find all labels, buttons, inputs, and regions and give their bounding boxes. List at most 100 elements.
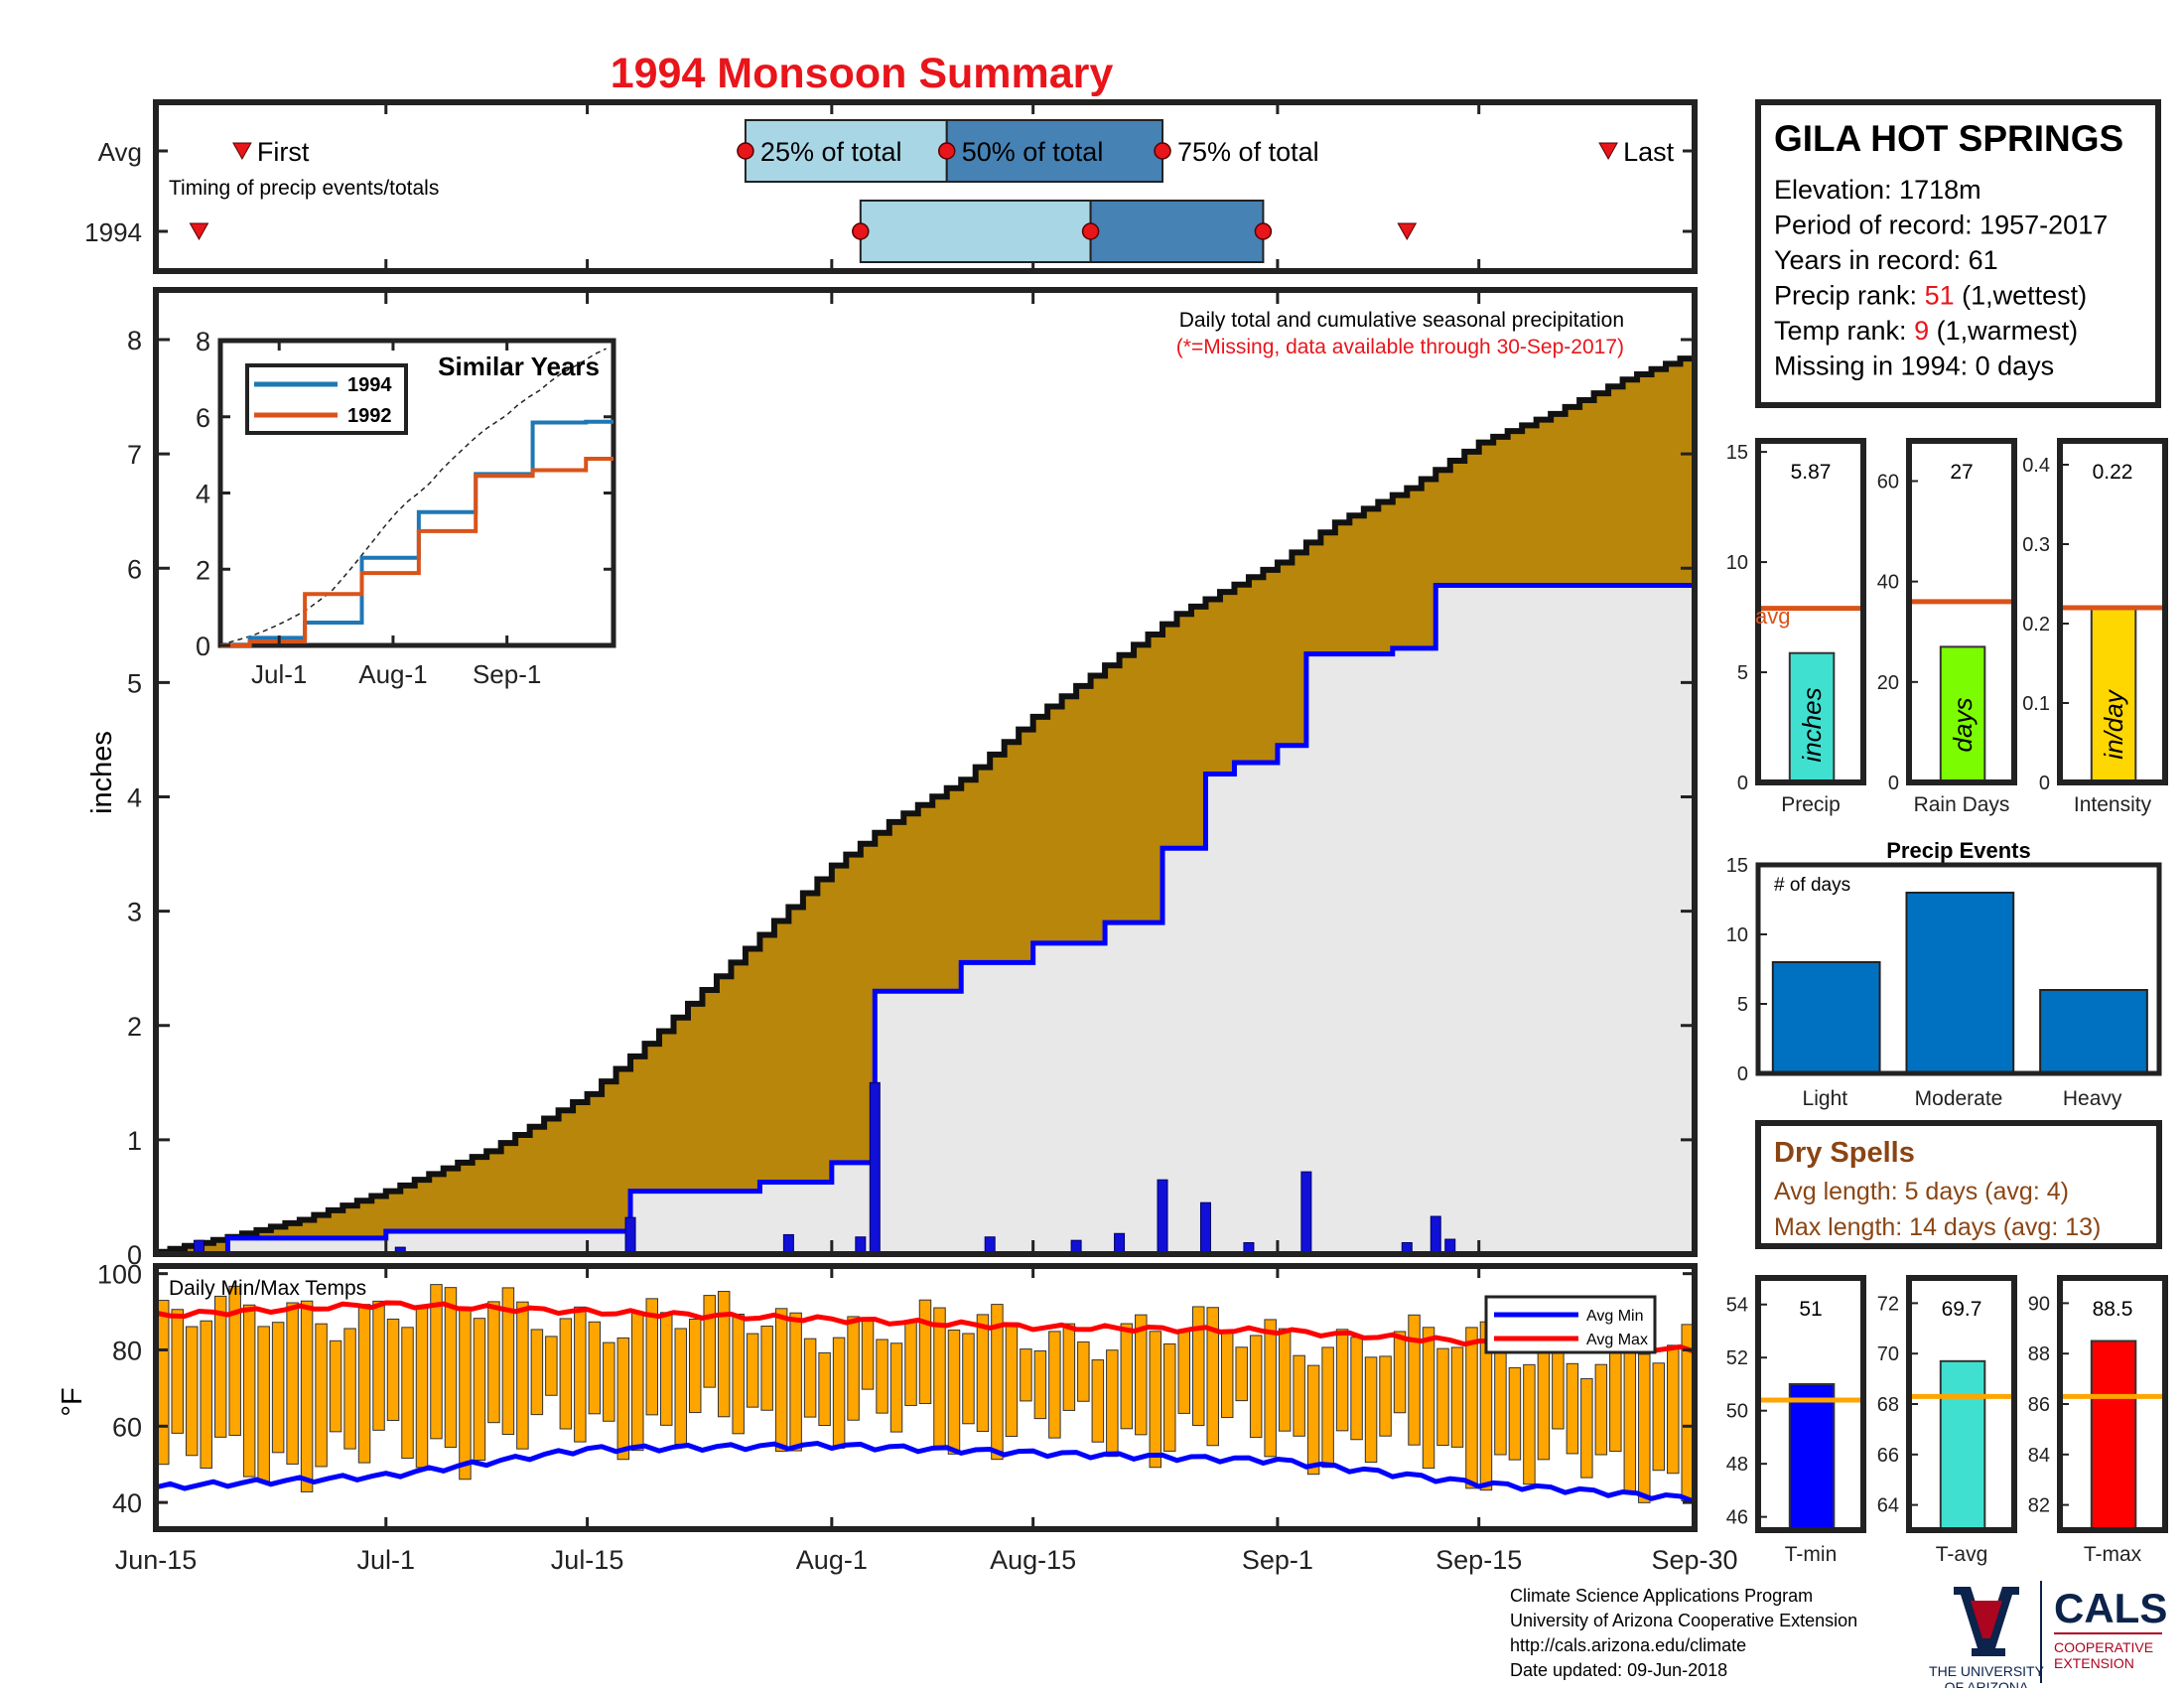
stat-tick-label: 82 (2028, 1495, 2050, 1517)
daily-temp-bar (1206, 1307, 1219, 1447)
daily-temp-bar (1393, 1331, 1407, 1414)
stat-tick-label: 60 (1877, 471, 1899, 493)
stat-tick-label: 40 (1877, 572, 1899, 594)
events-tick-label: 5 (1737, 994, 1748, 1016)
daily-temp-bar (386, 1318, 400, 1421)
daily-precip-bar (1430, 1215, 1441, 1255)
precip-events-chart: Precip Events Light Moderate Heavy 0 5 10 15 # o… (1726, 838, 2162, 1110)
cals-logo-line1: COOPERATIVE (2054, 1639, 2153, 1655)
stat-bar (2090, 607, 2137, 783)
stat-frame (1755, 438, 1866, 785)
station-rank-line: Temp rank: 9 (1,warmest) (1774, 316, 2078, 346)
inset-y-tick-label: 0 (196, 632, 210, 661)
daily-temp-bar (717, 1291, 731, 1418)
stat-value: 51 (1799, 1298, 1822, 1321)
year-q50-q75-box (1089, 200, 1265, 263)
station-line: Elevation: 1718m (1774, 175, 1981, 205)
temp-y-axis-label: °F (57, 1387, 88, 1416)
stat-tick-label: 48 (1726, 1454, 1748, 1476)
temp-y-tick-label: 60 (112, 1412, 142, 1442)
avg-q25-label: 25% of total (760, 137, 902, 167)
daily-temp-bar (459, 1309, 472, 1481)
y-axis-label: inches (86, 731, 118, 814)
daily-temp-bar (1120, 1323, 1134, 1430)
daily-temp-bar (242, 1304, 256, 1478)
stat-tick-label: 46 (1726, 1507, 1748, 1529)
daily-temp-bar (501, 1287, 515, 1436)
stat-name: T-avg (1936, 1543, 1988, 1566)
stat-tick-label: 70 (1877, 1343, 1899, 1365)
stat-name: Precip (1781, 793, 1841, 816)
stat-bar (1939, 1359, 1986, 1531)
stat-tick-label: 0.4 (2022, 455, 2050, 477)
stat-tick-label: 0 (1888, 773, 1899, 794)
daily-temp-bar (603, 1341, 615, 1422)
footer-line: http://cals.arizona.edu/climate (1510, 1635, 1746, 1655)
daily-temp-bar (1623, 1335, 1637, 1494)
stat-value: 5.87 (1791, 461, 1832, 484)
daily-temp-bar (1077, 1340, 1090, 1402)
dry-spells-title: Dry Spells (1774, 1137, 1915, 1169)
temp-legend-label: Avg Max (1586, 1332, 1648, 1348)
dry-spells-frame (1755, 1120, 2162, 1249)
daily-temp-bar (271, 1322, 285, 1454)
inset-y-tick-label: 6 (196, 403, 210, 433)
avg-q50-q75-box (945, 119, 1164, 183)
daily-temp-bar (444, 1287, 458, 1448)
rank-prefix: Precip rank: (1774, 281, 1925, 311)
footer: Climate Science Applications Program Univ… (1510, 1586, 1857, 1680)
events-tick-label: 15 (1726, 855, 1748, 877)
footer-line: University of Arizona Cooperative Extens… (1510, 1611, 1857, 1630)
daily-temp-bar (1220, 1331, 1234, 1419)
daily-temp-bar (991, 1304, 1004, 1461)
daily-temp-bar (876, 1339, 888, 1414)
stat-tick-label: 0.1 (2022, 693, 2050, 715)
stat-bar (2090, 1340, 2137, 1531)
inset-x-tick-label: Aug-1 (358, 659, 427, 689)
avg-q25-q50-box (744, 119, 948, 183)
year-q25-q50-box (859, 200, 1092, 263)
stat-unit: in/day (2099, 688, 2128, 759)
daily-temp-bar (1667, 1344, 1680, 1475)
y-tick-label: 4 (127, 783, 142, 813)
events-tick-label: 0 (1737, 1063, 1748, 1085)
daily-temp-bar (1537, 1344, 1551, 1461)
temp-chart-label: Daily Min/Max Temps (169, 1277, 366, 1300)
avg-q50-marker (937, 142, 956, 160)
ua-a-logo-outer (1954, 1587, 2019, 1656)
daily-temp-bar (559, 1318, 573, 1430)
stat-tick-label: 66 (1877, 1445, 1899, 1467)
stat-frame (1755, 1275, 1866, 1533)
daily-temp-bar (1422, 1327, 1435, 1470)
stat-tick-label: 52 (1726, 1347, 1748, 1369)
daily-temp-bar (430, 1284, 443, 1440)
daily-temp-bar (1235, 1346, 1248, 1402)
daily-temp-bar (631, 1311, 644, 1452)
daily-temp-bar (315, 1323, 328, 1468)
daily-temp-bar (1249, 1335, 1263, 1439)
rank-value: 51 (1925, 281, 1955, 311)
y-tick-label: 2 (127, 1012, 142, 1042)
daily-temp-bar (1191, 1306, 1205, 1426)
ua-logo-line1: THE UNIVERSITY (1929, 1663, 2045, 1679)
daily-temp-bar (818, 1351, 831, 1427)
stat-name: Rain Days (1914, 793, 2010, 816)
avg-q25-marker (737, 142, 754, 160)
daily-temp-bar (904, 1320, 917, 1406)
temp-legend-label: Avg Min (1586, 1308, 1644, 1325)
station-rank-line: Precip rank: 51 (1,wettest) (1774, 281, 2087, 311)
daily-precip-bar (624, 1216, 636, 1255)
inset-legend-label: 1992 (347, 405, 392, 427)
daily-temp-bar (588, 1321, 602, 1415)
avg-first-marker (232, 142, 252, 161)
station-line: Years in record: 61 (1774, 245, 1998, 275)
x-tick-label: Jun-15 (115, 1545, 198, 1575)
y-tick-label: 0 (127, 1240, 142, 1270)
daily-temp-bar (847, 1316, 860, 1421)
rank-suffix: (1,warmest) (1929, 316, 2078, 346)
avg-last-marker (1598, 142, 1618, 161)
daily-temp-bar (774, 1308, 788, 1453)
stat-name: T-max (2084, 1543, 2142, 1566)
timing-caption: Timing of precip events/totals (169, 177, 439, 200)
